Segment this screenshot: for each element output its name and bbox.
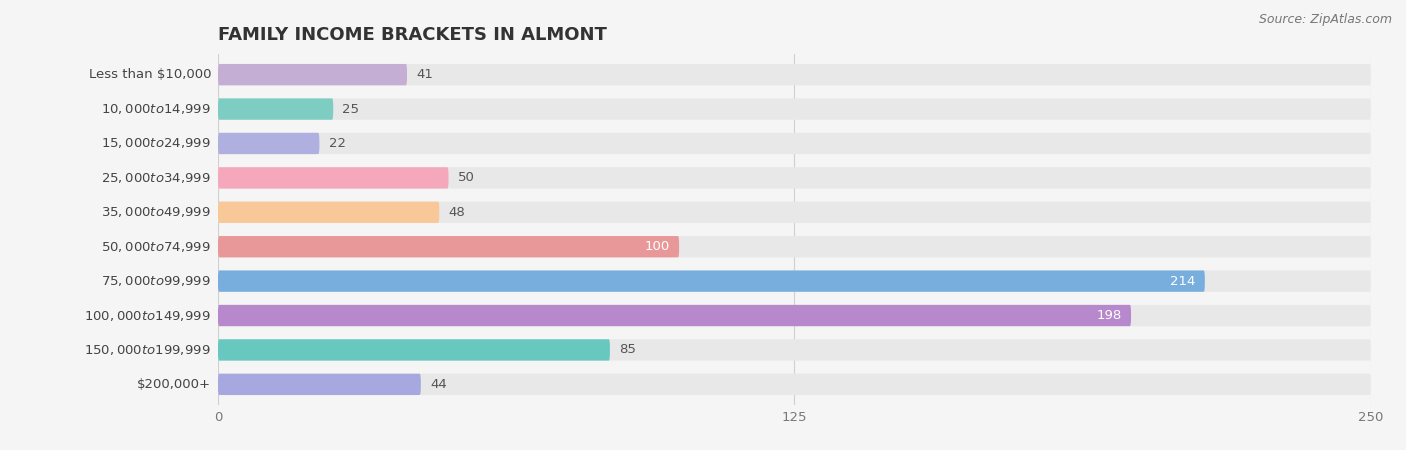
Text: $50,000 to $74,999: $50,000 to $74,999 — [101, 240, 211, 254]
FancyBboxPatch shape — [218, 339, 1371, 360]
FancyBboxPatch shape — [218, 99, 333, 120]
FancyBboxPatch shape — [218, 374, 1371, 395]
Text: 44: 44 — [430, 378, 447, 391]
Text: 214: 214 — [1170, 274, 1195, 288]
FancyBboxPatch shape — [218, 270, 1205, 292]
FancyBboxPatch shape — [218, 305, 1371, 326]
Text: Source: ZipAtlas.com: Source: ZipAtlas.com — [1258, 14, 1392, 27]
Text: $10,000 to $14,999: $10,000 to $14,999 — [101, 102, 211, 116]
FancyBboxPatch shape — [218, 236, 1371, 257]
FancyBboxPatch shape — [218, 374, 420, 395]
Text: $150,000 to $199,999: $150,000 to $199,999 — [84, 343, 211, 357]
FancyBboxPatch shape — [218, 99, 1371, 120]
Text: 25: 25 — [343, 103, 360, 116]
FancyBboxPatch shape — [218, 133, 319, 154]
FancyBboxPatch shape — [218, 167, 1371, 189]
FancyBboxPatch shape — [218, 167, 449, 189]
FancyBboxPatch shape — [218, 236, 679, 257]
FancyBboxPatch shape — [218, 202, 1371, 223]
Text: 85: 85 — [619, 343, 636, 356]
Text: Less than $10,000: Less than $10,000 — [89, 68, 211, 81]
FancyBboxPatch shape — [218, 339, 610, 360]
FancyBboxPatch shape — [218, 305, 1130, 326]
Text: FAMILY INCOME BRACKETS IN ALMONT: FAMILY INCOME BRACKETS IN ALMONT — [218, 26, 607, 44]
Text: $25,000 to $34,999: $25,000 to $34,999 — [101, 171, 211, 185]
FancyBboxPatch shape — [218, 64, 406, 86]
Text: 100: 100 — [644, 240, 669, 253]
Text: 50: 50 — [458, 171, 475, 184]
FancyBboxPatch shape — [218, 64, 1371, 86]
Text: $35,000 to $49,999: $35,000 to $49,999 — [101, 205, 211, 219]
FancyBboxPatch shape — [218, 202, 439, 223]
FancyBboxPatch shape — [218, 270, 1371, 292]
FancyBboxPatch shape — [218, 133, 1371, 154]
Text: $75,000 to $99,999: $75,000 to $99,999 — [101, 274, 211, 288]
Text: 48: 48 — [449, 206, 465, 219]
Text: 41: 41 — [416, 68, 433, 81]
Text: $15,000 to $24,999: $15,000 to $24,999 — [101, 136, 211, 150]
Text: $200,000+: $200,000+ — [136, 378, 211, 391]
Text: 22: 22 — [329, 137, 346, 150]
Text: $100,000 to $149,999: $100,000 to $149,999 — [84, 309, 211, 323]
Text: 198: 198 — [1097, 309, 1122, 322]
